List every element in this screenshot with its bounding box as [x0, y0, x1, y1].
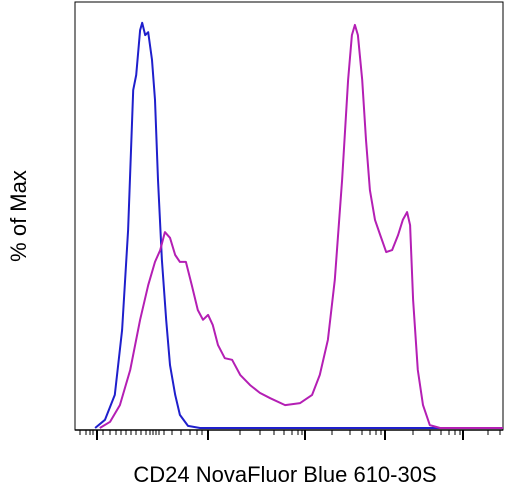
y-axis-label: % of Max [6, 170, 31, 262]
histogram-line [99, 23, 503, 429]
histogram-line [94, 21, 503, 429]
x-axis-label: CD24 NovaFluor Blue 610-30S [133, 462, 436, 487]
plot-frame [74, 1, 504, 431]
